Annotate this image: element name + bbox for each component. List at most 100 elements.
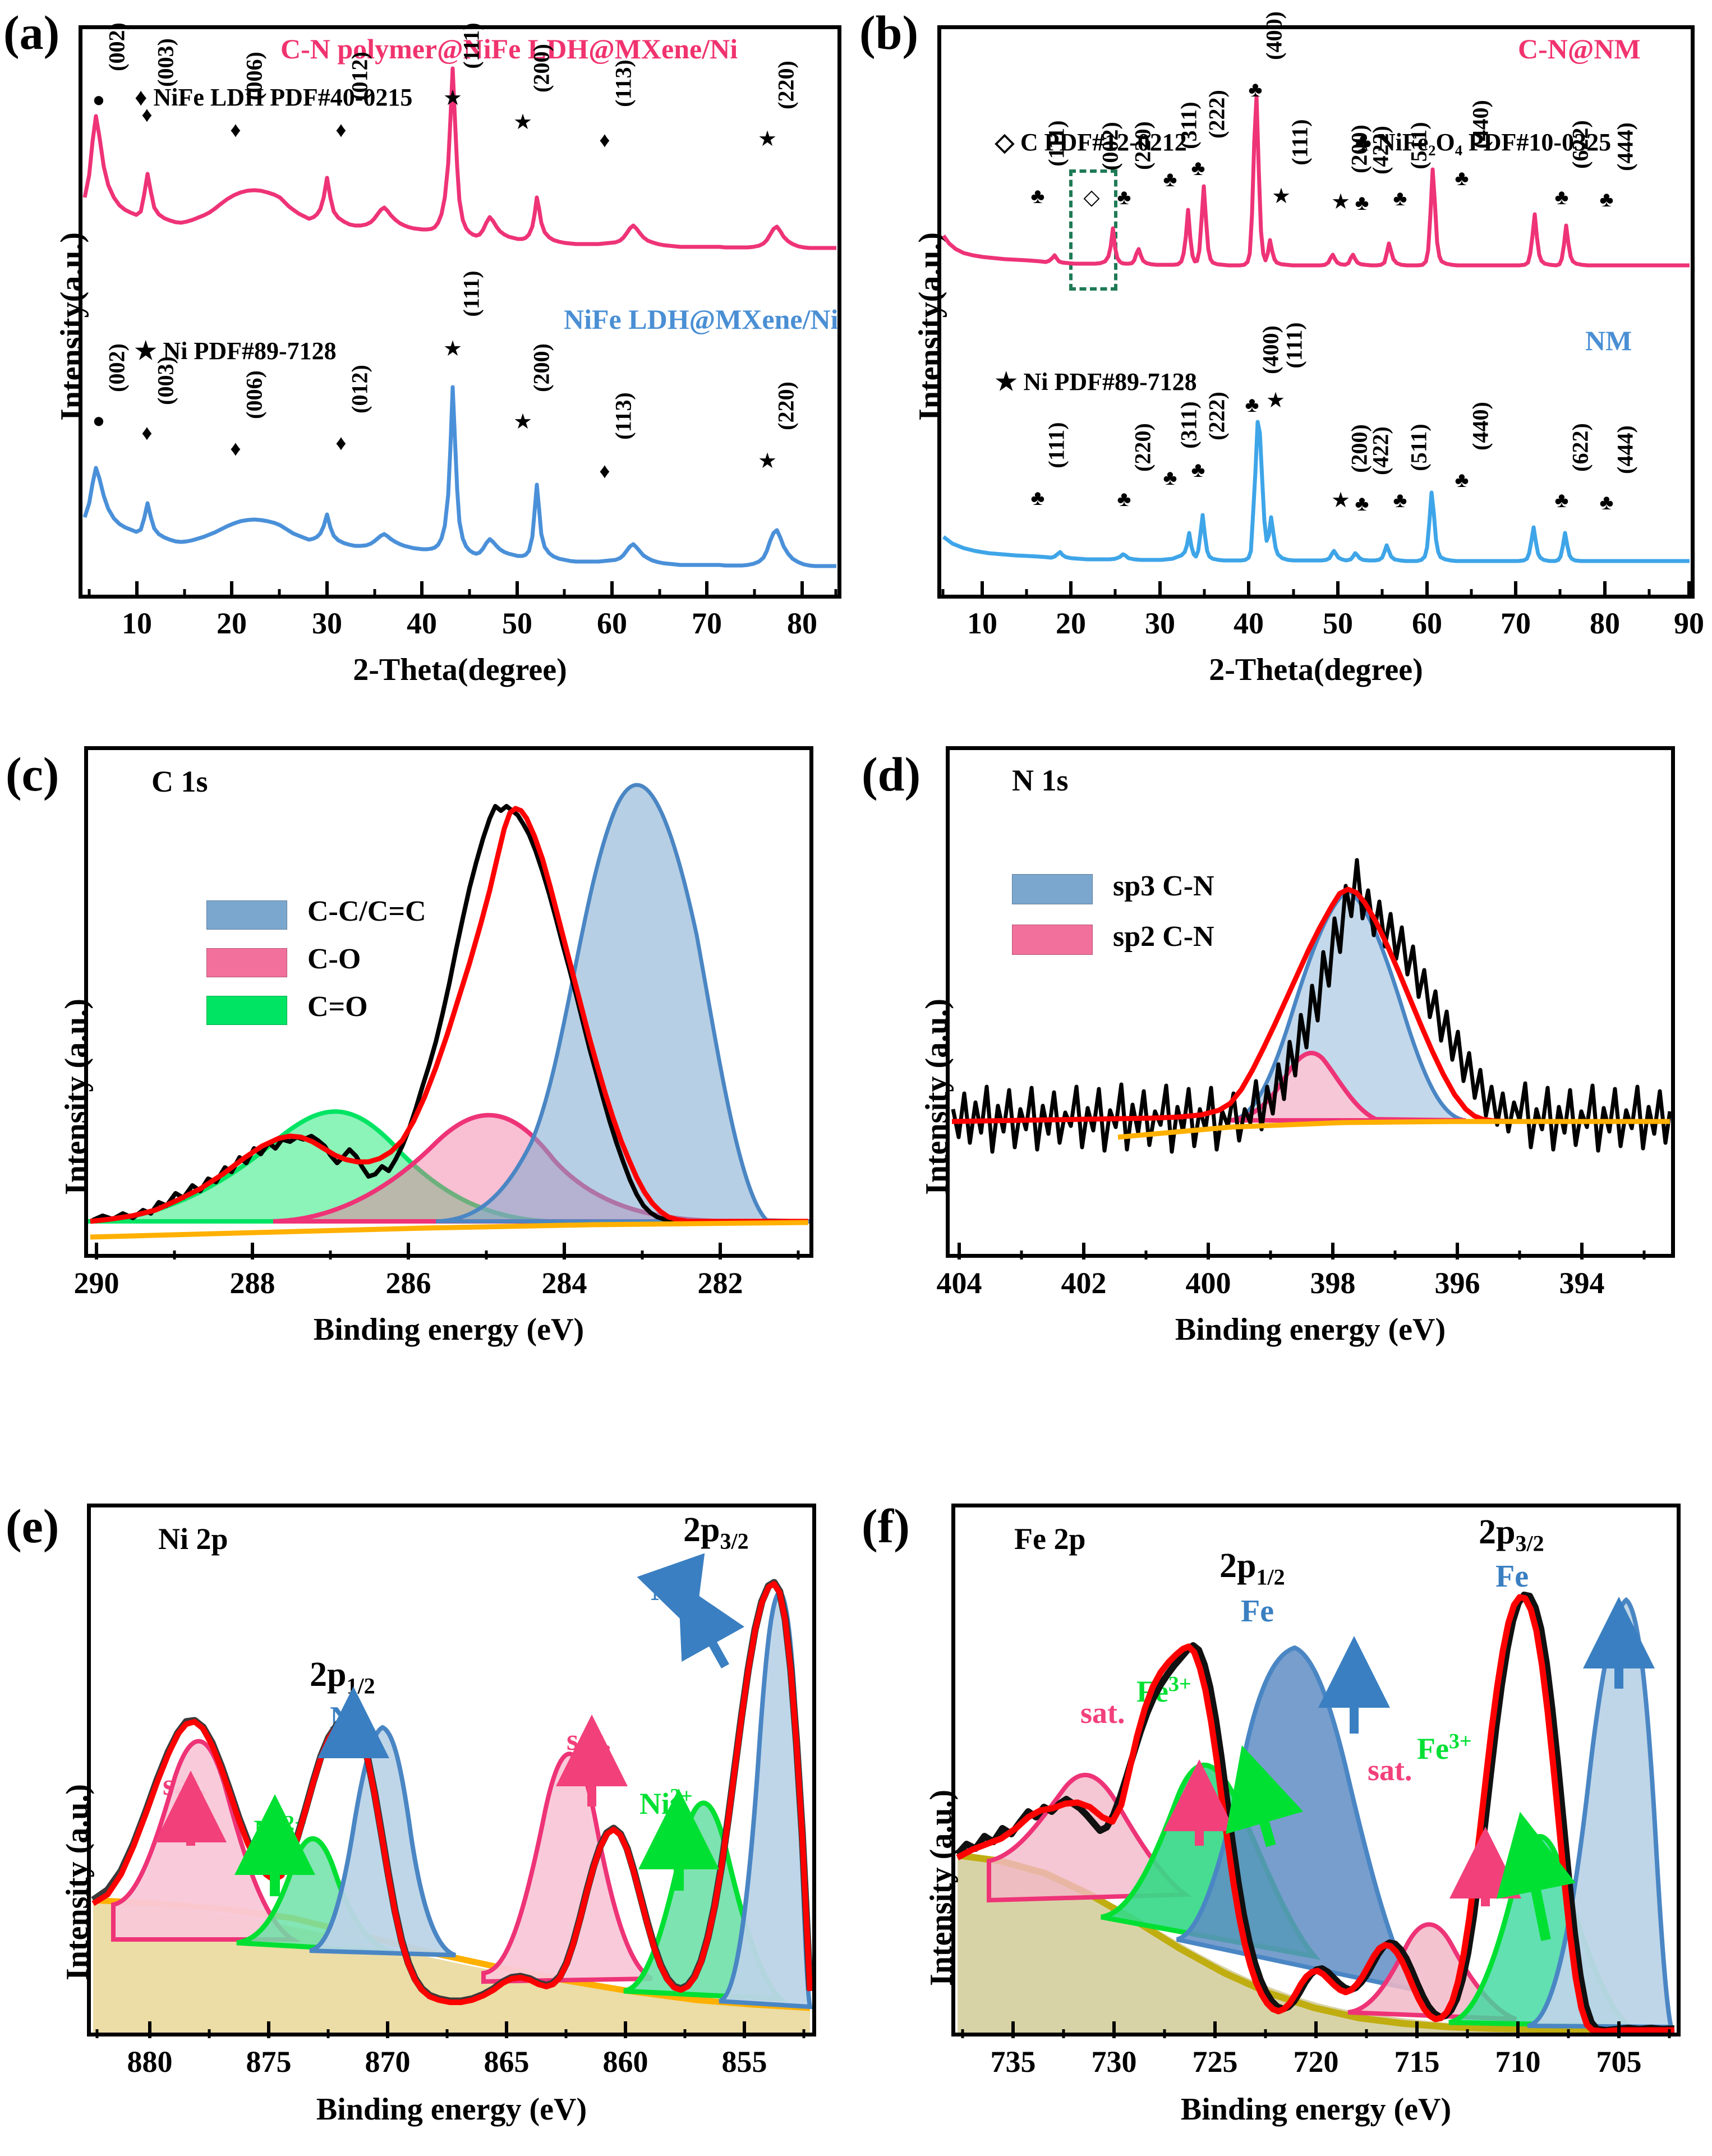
tick-e-860: 860	[602, 2045, 648, 2079]
marker-diamond-003-bottom: ♦	[141, 421, 153, 445]
tick-f-705: 705	[1596, 2045, 1642, 2079]
peaklabel-622-b-bottom: (622)	[1567, 423, 1593, 472]
star-icon: ★	[995, 368, 1018, 396]
peaklabel-444-b-top: (444)	[1612, 122, 1638, 171]
panel-b-legend-nife2o4: ♣ NiFe₂O₄ PDF#10-0325	[1355, 128, 1612, 156]
peaklabel-002-b-top: (002)	[1097, 122, 1123, 171]
peaklabel-200-bottom: (200)	[528, 343, 554, 392]
panel-c-xlabel: Binding energy (eV)	[313, 1312, 585, 1347]
club-icon: ♣	[1355, 128, 1372, 156]
peaklabel-222-b-bottom: (222)	[1204, 392, 1230, 440]
tick-b-40: 40	[1234, 606, 1264, 640]
tick-c-282: 282	[697, 1266, 743, 1300]
tick-e-865: 865	[484, 2045, 530, 2079]
panel-e: (e) Intensity (a.u.) Ni 2p 2p3/2 2p1/2 N…	[0, 1419, 856, 2156]
legend-swatch-sp2	[1012, 925, 1093, 955]
peaklabel-111-b-bottom: (111)	[1043, 422, 1069, 468]
tick-d-396: 396	[1434, 1266, 1480, 1300]
tick-b-70: 70	[1501, 606, 1531, 640]
tick-f-730: 730	[1091, 2045, 1137, 2079]
panel-a-xticklabels: 10 20 30 40 50 60 70 80	[79, 606, 841, 640]
panel-b-top-curve-title: C-N@NM	[1518, 33, 1641, 65]
marker-club-311-b-bottom: ♣	[1163, 466, 1177, 490]
panel-e-xticklabels: 880 875 870 865 860 855	[87, 2044, 816, 2079]
marker-club-511-b-top: ♣	[1393, 187, 1407, 210]
panel-c-label: (c)	[6, 747, 59, 801]
annot-2p32-f: 2p3/2	[1479, 1513, 1544, 1556]
marker-circle-002-bottom: ●	[92, 409, 105, 433]
tick-f-725: 725	[1192, 2045, 1238, 2079]
marker-diamond-113-top: ♦	[599, 128, 610, 152]
peaklabel-012-top: (012)	[347, 52, 372, 100]
tick-a-20: 20	[217, 606, 247, 640]
peaklabel-003-top: (003)	[153, 38, 178, 87]
tick-e-855: 855	[721, 2045, 767, 2079]
marker-open-diamond-002-b-top: ◇	[1083, 186, 1100, 209]
marker-club-422-b-bottom: ♣	[1355, 492, 1369, 516]
marker-club-400-b-top: ♣	[1248, 78, 1263, 102]
peaklabel-012-bottom: (012)	[347, 365, 372, 413]
panel-a-legend-ldh: ♦ NiFe LDH PDF#40-0215	[135, 84, 413, 111]
tick-d-400: 400	[1185, 1266, 1231, 1300]
peaklabel-200-top: (200)	[528, 44, 554, 93]
peaklabel-400-b-top: (400)	[1261, 11, 1287, 60]
panel-e-spectrum	[91, 1579, 812, 2033]
tick-b-50: 50	[1323, 606, 1353, 640]
legend-label-ceqo: C=O	[307, 991, 368, 1023]
panel-e-label: (e)	[6, 1499, 59, 1553]
peaklabel-511-b-top: (511)	[1406, 122, 1432, 169]
tick-a-50: 50	[502, 606, 532, 640]
peaklabel-002-bottom: (002)	[104, 343, 130, 392]
panel-b-highlight-box-002	[1069, 169, 1117, 291]
marker-club-444-b-bottom: ♣	[1599, 491, 1614, 514]
peaklabel-220-bottom: (220)	[773, 381, 799, 430]
panel-b-xlabel: 2-Theta(degree)	[1209, 652, 1423, 687]
tick-e-870: 870	[365, 2045, 411, 2079]
annot-2p12-f: 2p1/2	[1219, 1547, 1285, 1590]
tick-a-10: 10	[122, 606, 152, 640]
panel-c: (c) Intensity (a.u.) C 1s C-C/C=C C-O C=…	[0, 729, 856, 1419]
marker-diamond-113-bottom: ♦	[599, 459, 610, 483]
marker-club-440-b-bottom: ♣	[1455, 468, 1469, 492]
tick-f-720: 720	[1293, 2045, 1339, 2079]
peaklabel-006-top: (006)	[241, 52, 267, 100]
panel-a-top-curve-title: C-N polymer@NiFe LDH@MXene/Ni	[280, 33, 738, 65]
peaklabel-400-b-bottom: (400)	[1258, 325, 1283, 374]
tick-d-394: 394	[1559, 1266, 1605, 1300]
panel-b-legend-ni: ★ Ni PDF#89-7128	[995, 368, 1197, 396]
legend-swatch-sp3	[1012, 874, 1093, 904]
open-diamond-icon: ◇	[995, 128, 1014, 156]
legend-label-cc: C-C/C=C	[307, 895, 426, 927]
marker-diamond-012-bottom: ♦	[335, 431, 347, 455]
peaklabel-002-top: (002)	[104, 22, 130, 71]
marker-diamond-003-top: ♦	[141, 103, 153, 127]
peaklabel-220-b-top: (220)	[1130, 121, 1156, 170]
marker-club-311-b-top: ♣	[1163, 168, 1177, 191]
tick-a-40: 40	[407, 606, 437, 640]
marker-diamond-006-top: ♦	[230, 118, 241, 142]
marker-star-111-top: ★	[443, 86, 463, 110]
marker-star-200-top: ★	[513, 111, 533, 134]
marker-star-111-bottom: ★	[443, 337, 463, 361]
peaklabel-444-b-bottom: (444)	[1612, 425, 1638, 474]
peaklabel-440-b-top: (440)	[1467, 100, 1493, 149]
peaklabel-006-bottom: (006)	[241, 370, 267, 419]
panel-b-plot-frame	[937, 25, 1695, 599]
panel-d: (d) Intensity (a.u.) N 1s sp3 C-N sp2 C-…	[856, 729, 1712, 1419]
tick-c-290: 290	[73, 1266, 119, 1300]
tick-d-398: 398	[1310, 1266, 1356, 1300]
panel-c-xaxis-ticks	[95, 1243, 800, 1259]
marker-diamond-006-bottom: ♦	[230, 437, 241, 461]
panel-d-xticklabels: 404 402 400 398 396 394	[937, 1266, 1675, 1300]
panel-a: (a) Intensity(a.u.) C-N polymer@NiFe LDH…	[0, 0, 856, 729]
tick-c-286: 286	[385, 1266, 431, 1300]
peaklabel-111-b-top: (111)	[1043, 120, 1069, 167]
diamond-icon: ♦	[135, 84, 148, 111]
marker-club-511-b-bottom: ♣	[1393, 489, 1407, 512]
peaklabel-111-bottom: (111)	[458, 270, 484, 317]
panel-b-curves	[942, 94, 1690, 563]
tick-b-90: 90	[1674, 606, 1704, 640]
panel-f-xlabel: Binding energy (eV)	[1180, 2092, 1452, 2127]
marker-star-220-bottom: ★	[757, 449, 777, 473]
tick-d-404: 404	[936, 1266, 982, 1300]
